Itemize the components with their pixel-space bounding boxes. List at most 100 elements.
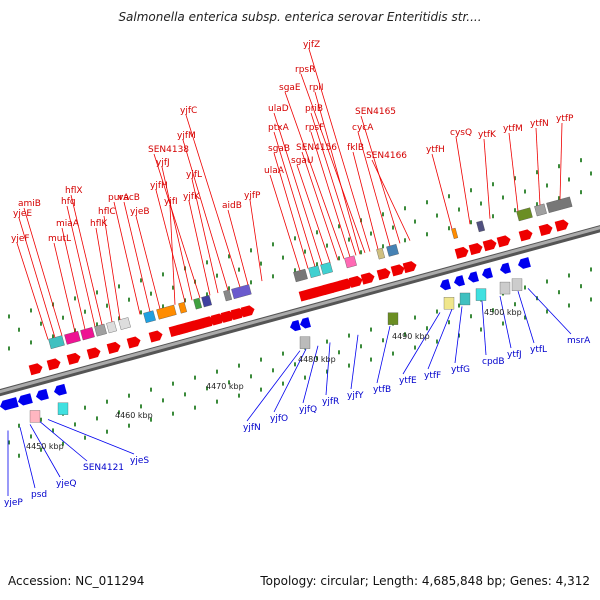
forward-gene-arrow[interactable]	[496, 234, 512, 248]
gene-block[interactable]	[118, 317, 131, 330]
forward-gene-arrow[interactable]	[454, 246, 470, 259]
reverse-gene-arrow[interactable]	[299, 317, 311, 329]
guide-dot	[546, 279, 548, 284]
forward-gene-arrow[interactable]	[240, 304, 256, 318]
forward-gene-arrow[interactable]	[482, 238, 498, 252]
gene-block[interactable]	[376, 247, 386, 260]
gene-block[interactable]	[293, 268, 308, 283]
guide-dot	[502, 321, 504, 326]
forward-gene-arrow[interactable]	[46, 357, 62, 371]
forward-gene-arrow[interactable]	[518, 228, 534, 242]
gene-block[interactable]	[94, 323, 107, 337]
guide-dot	[282, 255, 284, 260]
leader-line	[273, 152, 309, 269]
gene-block[interactable]	[344, 255, 357, 269]
gene-block[interactable]	[476, 220, 486, 233]
gene-label-fwd: ptxA	[268, 123, 290, 133]
forward-gene-arrow[interactable]	[538, 223, 554, 236]
kbp-tick-label: 4480 kbp	[298, 355, 336, 364]
guide-dot	[96, 416, 98, 421]
reverse-gene-arrow[interactable]	[453, 275, 465, 287]
reverse-gene-arrow[interactable]	[17, 393, 33, 406]
forward-gene-arrow[interactable]	[28, 362, 44, 376]
reverse-gene-arrow[interactable]	[517, 257, 531, 270]
forward-gene-arrow[interactable]	[66, 352, 82, 365]
leader-line	[188, 200, 211, 296]
gene-block[interactable]	[299, 336, 311, 349]
gene-block[interactable]	[459, 292, 471, 306]
gene-block[interactable]	[499, 281, 511, 295]
gene-block[interactable]	[308, 265, 321, 278]
leader-line	[508, 132, 519, 212]
gene-block[interactable]	[201, 295, 212, 308]
gene-label-rev: ytfB	[373, 385, 391, 395]
reverse-gene-arrow[interactable]	[439, 278, 451, 291]
guide-dot	[194, 375, 196, 380]
forward-gene-arrow[interactable]	[220, 310, 236, 323]
gene-block[interactable]	[387, 312, 399, 325]
guide-dot	[194, 405, 196, 410]
forward-gene-arrow[interactable]	[210, 312, 226, 326]
leader-line	[29, 424, 61, 478]
reverse-gene-arrow[interactable]	[481, 267, 493, 280]
gene-label-fwd: yjfM	[177, 131, 196, 141]
guide-dot	[514, 208, 516, 213]
forward-gene-arrow[interactable]	[468, 242, 484, 256]
gene-block[interactable]	[80, 327, 95, 341]
gene-label-rev: msrA	[567, 336, 591, 346]
gene-block[interactable]	[443, 297, 455, 310]
guide-dot	[52, 428, 54, 433]
gene-block[interactable]	[48, 335, 65, 350]
forward-gene-arrow[interactable]	[554, 219, 570, 232]
gene-block[interactable]	[451, 227, 459, 239]
forward-gene-arrow[interactable]	[376, 267, 392, 281]
forward-gene-arrow[interactable]	[148, 329, 164, 343]
gene-block[interactable]	[64, 330, 81, 345]
guide-dot	[470, 314, 472, 319]
gene-block[interactable]	[231, 284, 252, 300]
forward-gene-arrow[interactable]	[360, 271, 376, 285]
gene-block[interactable]	[511, 278, 523, 291]
forward-gene-arrow[interactable]	[338, 278, 354, 291]
forward-gene-arrow[interactable]	[200, 315, 216, 329]
gene-block[interactable]	[534, 203, 547, 217]
reverse-gene-arrow[interactable]	[499, 262, 511, 275]
gene-block[interactable]	[516, 207, 533, 222]
gene-block[interactable]	[223, 289, 233, 302]
gene-features[interactable]	[0, 196, 573, 423]
gene-label-fwd: mutL	[48, 234, 71, 244]
guide-dot	[216, 273, 218, 278]
gene-block[interactable]	[57, 402, 69, 415]
guide-dot	[40, 321, 42, 326]
reverse-gene-arrow[interactable]	[467, 271, 479, 283]
gene-block[interactable]	[29, 410, 41, 423]
gene-label-fwd: rplI	[309, 83, 324, 93]
guide-dot	[18, 453, 20, 458]
gene-block[interactable]	[143, 310, 156, 324]
reverse-gene-arrow[interactable]	[35, 388, 49, 402]
forward-gene-arrow[interactable]	[126, 335, 142, 349]
guide-dot	[228, 286, 230, 291]
gene-label-fwd: fklB	[347, 143, 364, 153]
forward-gene-arrow[interactable]	[402, 260, 418, 274]
forward-gene-arrow[interactable]	[230, 307, 246, 321]
reverse-gene-arrow[interactable]	[289, 319, 301, 332]
gene-block[interactable]	[386, 244, 399, 257]
reverse-gene-arrow[interactable]	[53, 383, 67, 397]
gene-block[interactable]	[320, 262, 333, 275]
genome-stats: Topology: circular; Length: 4,685,848 bp…	[260, 574, 590, 588]
guide-dot	[382, 338, 384, 343]
gene-block[interactable]	[475, 288, 487, 301]
gene-block[interactable]	[178, 301, 188, 314]
gene-label-fwd: sgaE	[279, 83, 301, 93]
forward-gene-arrow[interactable]	[390, 263, 406, 277]
forward-gene-arrow[interactable]	[106, 341, 122, 354]
forward-gene-arrow[interactable]	[86, 346, 102, 360]
gene-block[interactable]	[193, 297, 203, 310]
forward-gene-arrow[interactable]	[348, 275, 364, 288]
gene-block[interactable]	[546, 196, 573, 213]
gene-block[interactable]	[156, 304, 177, 320]
leader-line	[427, 309, 453, 370]
reverse-gene-arrow[interactable]	[0, 397, 19, 411]
gene-block[interactable]	[106, 321, 117, 334]
